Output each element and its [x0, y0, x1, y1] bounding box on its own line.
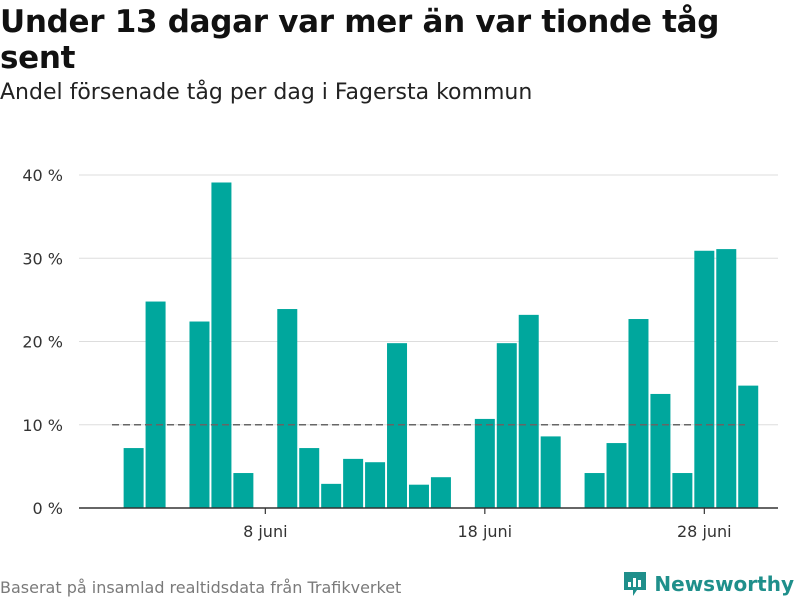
brand-logo: Newsworthy [622, 570, 794, 598]
bar [584, 473, 605, 508]
x-axis-ticks: 8 juni 18 juni 28 juni [243, 508, 732, 541]
x-tick-label: 8 juni [243, 522, 287, 541]
bars [123, 182, 759, 508]
bar [387, 343, 408, 508]
bar [716, 249, 737, 508]
y-tick-label: 30 % [22, 249, 63, 268]
bar [299, 448, 320, 508]
y-tick-label: 10 % [22, 416, 63, 435]
bar [738, 385, 759, 508]
bar [672, 473, 693, 508]
y-tick-label: 40 % [22, 166, 63, 185]
bar [123, 448, 144, 508]
bar [694, 250, 715, 508]
bar [474, 418, 495, 508]
bar [606, 443, 627, 508]
bar [277, 309, 298, 508]
bar [189, 321, 210, 508]
bar [518, 314, 539, 508]
chart-title: Under 13 dagar var mer än var tionde tåg… [0, 4, 720, 76]
chart-subtitle: Andel försenade tåg per dag i Fagersta k… [0, 80, 533, 105]
bar [496, 343, 517, 508]
y-tick-label: 20 % [22, 333, 63, 352]
brand-name: Newsworthy [654, 572, 794, 596]
bar [343, 458, 364, 508]
bar [650, 393, 671, 508]
bar [540, 436, 561, 508]
gridlines [79, 174, 778, 426]
bar [233, 473, 254, 508]
bar [408, 484, 429, 508]
bar [628, 319, 649, 508]
bar [365, 462, 386, 508]
y-tick-label: 0 % [33, 499, 63, 518]
bar [430, 477, 451, 508]
x-tick-label: 18 juni [458, 522, 513, 541]
bar [145, 301, 166, 508]
newsworthy-logo-icon [624, 572, 647, 596]
bar [211, 182, 232, 508]
source-note: Baserat på insamlad realtidsdata från Tr… [0, 578, 402, 597]
x-tick-label: 28 juni [677, 522, 732, 541]
bar-chart: 0 % 10 % 20 % 30 % 40 % 8 juni 18 juni 28 juni [22, 166, 778, 541]
bar [321, 483, 342, 508]
y-axis-ticks: 0 % 10 % 20 % 30 % 40 % [22, 166, 63, 518]
